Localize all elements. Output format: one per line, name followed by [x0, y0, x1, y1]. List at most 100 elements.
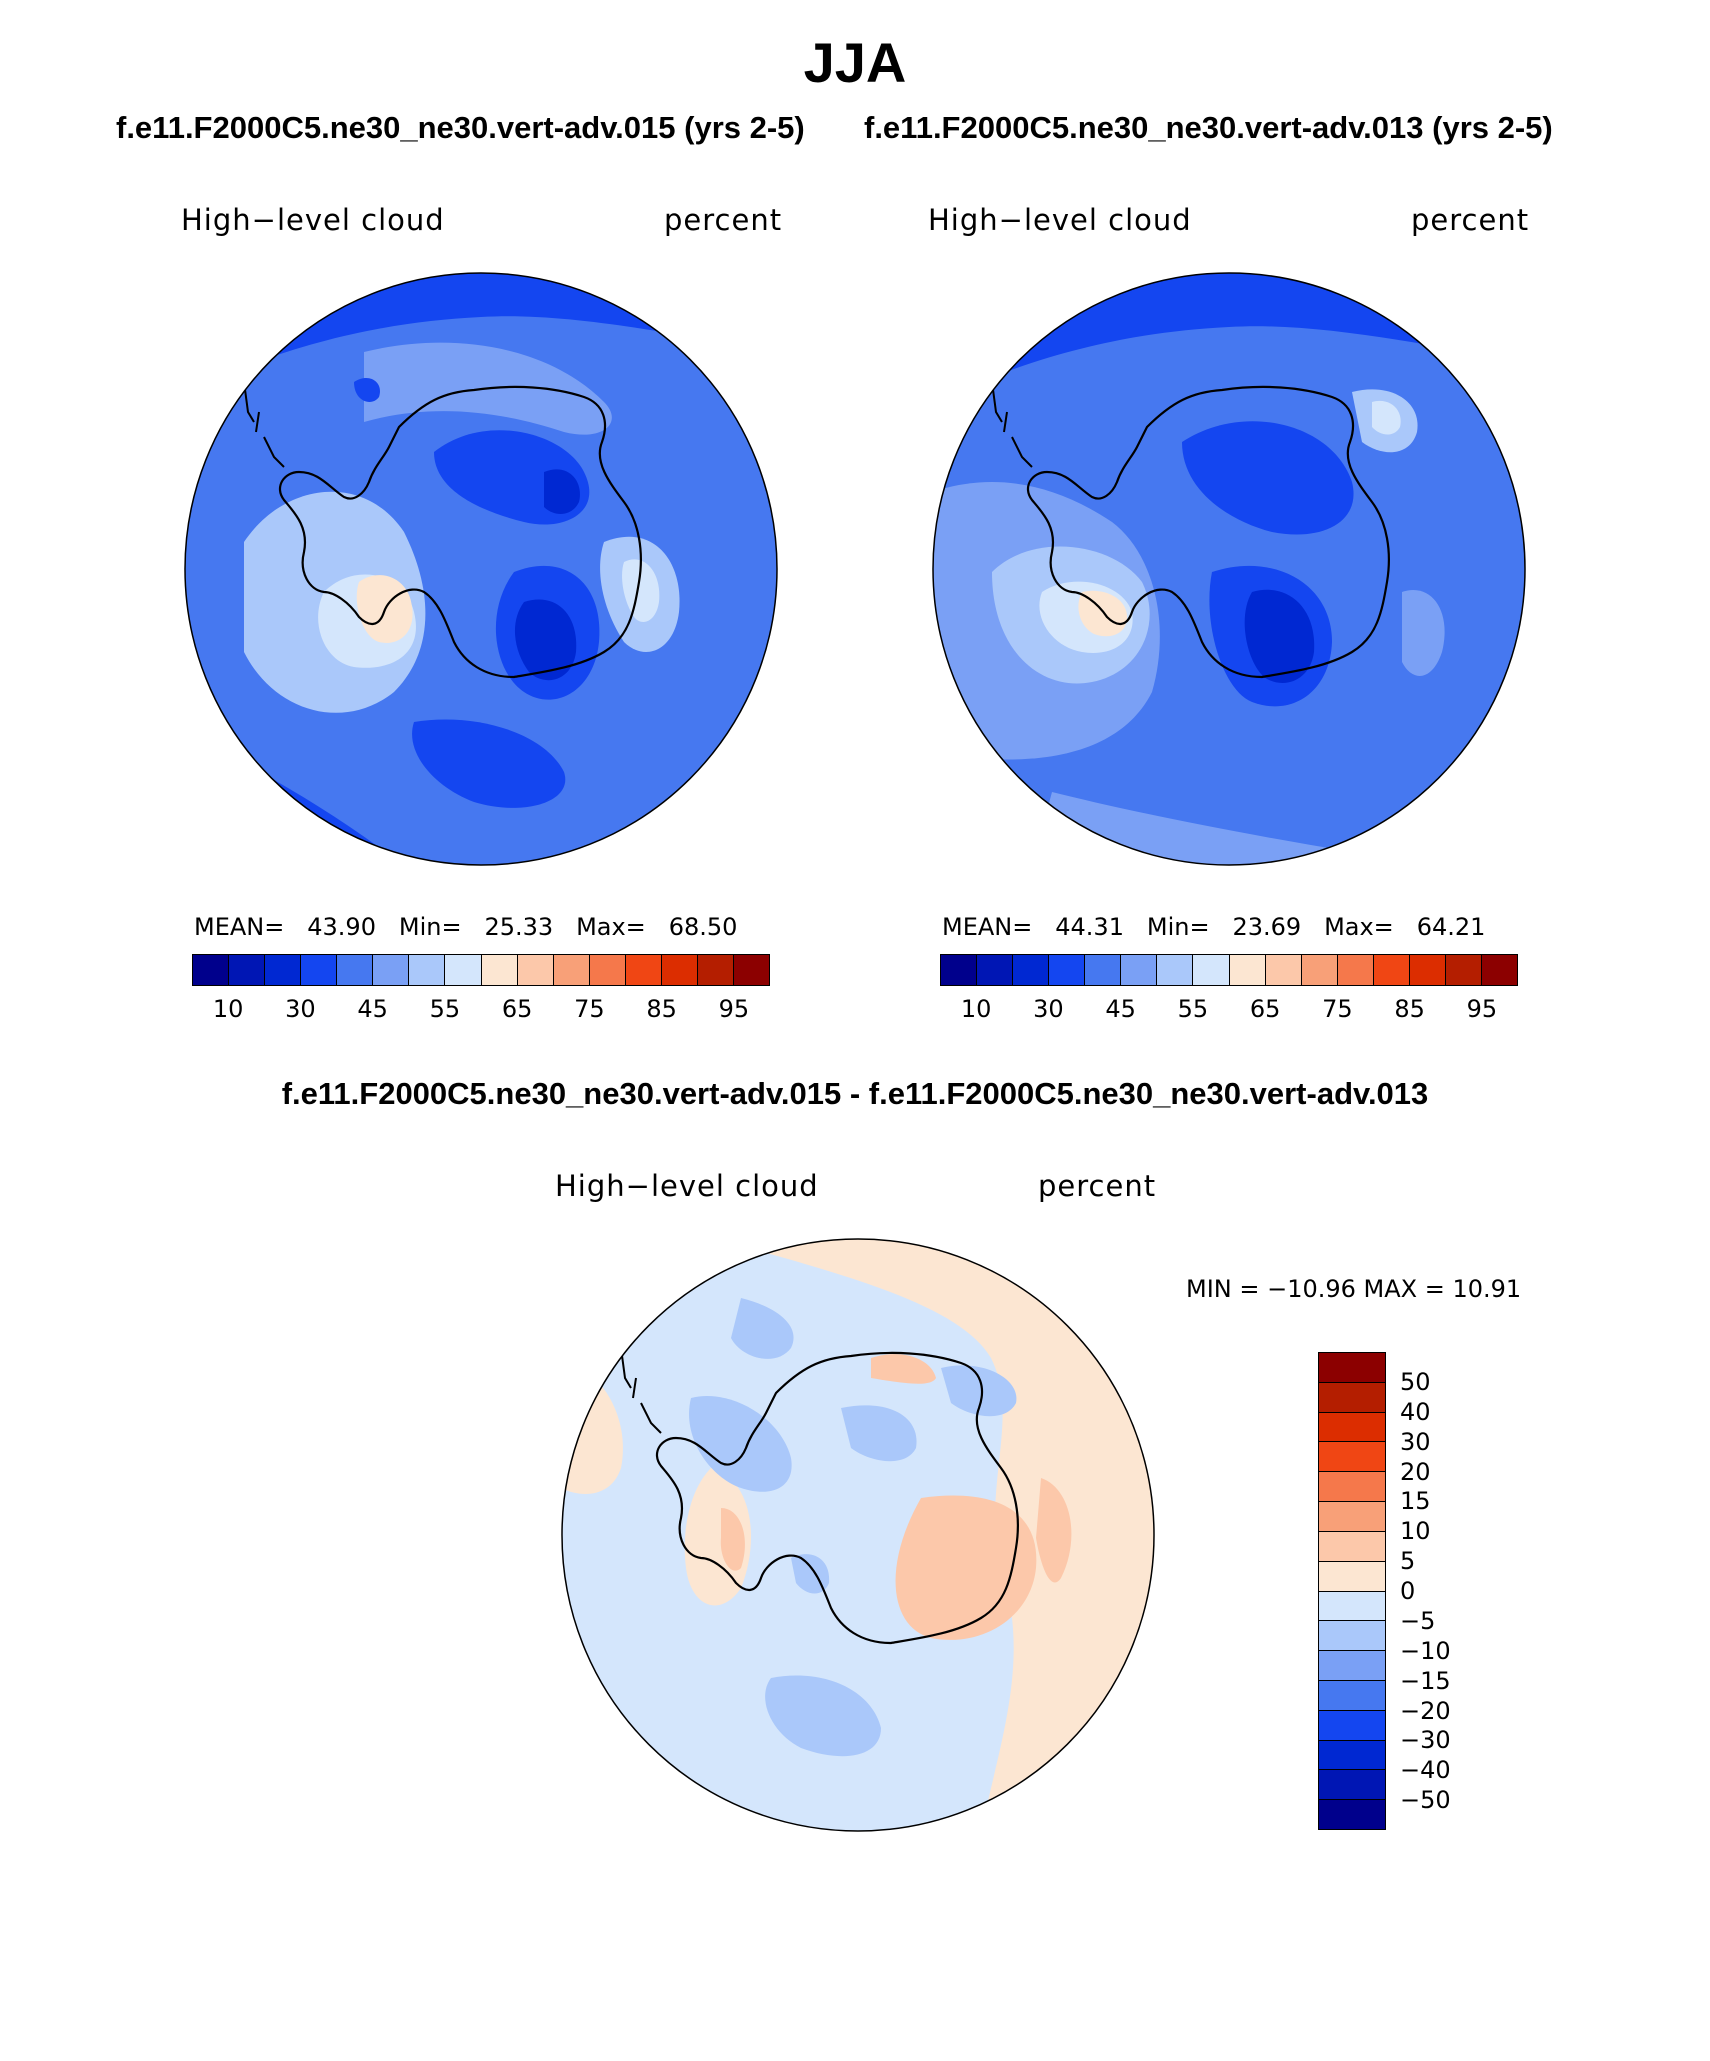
panel1-max-label: Max= — [576, 913, 646, 941]
colorbar-swatch — [1319, 1800, 1385, 1829]
colorbar-swatch — [977, 955, 1014, 985]
colorbar-swatch — [625, 955, 662, 985]
panel1-contours — [185, 273, 777, 865]
colorbar-swatch — [1319, 1442, 1385, 1473]
colorbar-tick-label: 40 — [1400, 1397, 1431, 1426]
colorbar-swatch — [1319, 1382, 1385, 1413]
panel1-units-label: percent — [664, 203, 783, 237]
colorbar-tick-label: −20 — [1400, 1696, 1451, 1725]
diff-variable-label: High−level cloud — [555, 1169, 819, 1203]
colorbar-swatch — [589, 955, 626, 985]
colorbar-swatch — [301, 955, 338, 985]
colorbar-tick-label: 95 — [1466, 995, 1498, 1023]
colorbar-tick-label: 65 — [1249, 995, 1281, 1023]
colorbar-tick-label: 85 — [1394, 995, 1425, 1023]
colorbar-swatch — [1319, 1770, 1385, 1801]
colorbar-tick-label: −10 — [1400, 1636, 1451, 1665]
colorbar-swatch — [661, 955, 698, 985]
panel2-map — [932, 272, 1526, 866]
colorbar-swatch — [1319, 1591, 1385, 1622]
colorbar-swatch — [445, 955, 482, 985]
colorbar-swatch — [373, 955, 410, 985]
colorbar-tick-label: 50 — [1400, 1367, 1431, 1396]
colorbar-swatch — [1409, 955, 1446, 985]
panel2-min-label: Min= — [1146, 913, 1210, 941]
diff-min-max-stats: MIN = −10.96 MAX = 10.91 — [1186, 1275, 1522, 1303]
colorbar-tick-label: 10 — [212, 995, 244, 1023]
panel1-variable-label: High−level cloud — [181, 203, 445, 237]
colorbar-tick-label: 0 — [1400, 1577, 1416, 1605]
colorbar-swatch — [337, 955, 374, 985]
diff-colorbar-labels: 50 40 30 20 15 10 5 0 −5 −10 −15 −20 −30 −40 −50 — [1400, 1352, 1480, 1830]
panel1-colorbar — [192, 954, 770, 986]
colorbar-tick-label: 15 — [1400, 1487, 1431, 1516]
colorbar-swatch — [553, 955, 590, 985]
colorbar-tick-label: 95 — [718, 995, 750, 1023]
colorbar-swatch — [193, 955, 230, 985]
panel1-colorbar-labels: 10 30 45 55 65 75 85 95 — [192, 994, 770, 1024]
panel2-max-value: 64.21 — [1416, 913, 1486, 941]
colorbar-swatch — [697, 955, 734, 985]
colorbar-swatch — [1319, 1412, 1385, 1443]
diff-units-label: percent — [1038, 1169, 1157, 1203]
colorbar-tick-label: 20 — [1400, 1457, 1431, 1486]
panel2-contours — [933, 273, 1525, 865]
panel2-colorbar-labels: 10 30 45 55 65 75 85 95 — [940, 994, 1518, 1024]
colorbar-swatch — [1319, 1502, 1385, 1532]
colorbar-swatch — [1085, 955, 1122, 985]
colorbar-tick-label: 10 — [1400, 1517, 1431, 1546]
colorbar-swatch — [1319, 1561, 1385, 1592]
colorbar-swatch — [1013, 955, 1050, 985]
panel2-variable-label: High−level cloud — [928, 203, 1192, 237]
colorbar-swatch — [1193, 955, 1230, 985]
diff-contours — [562, 1239, 1154, 1831]
colorbar-tick-label: 75 — [574, 995, 605, 1023]
panel1-mean-value: 43.90 — [307, 913, 376, 941]
case1-title: f.e11.F2000C5.ne30_ne30.vert-adv.015 (yr… — [116, 110, 805, 145]
colorbar-swatch — [1229, 955, 1266, 985]
colorbar-swatch — [1049, 955, 1086, 985]
colorbar-tick-label: −50 — [1400, 1786, 1451, 1815]
colorbar-swatch — [409, 955, 446, 985]
colorbar-tick-label: 65 — [501, 995, 533, 1023]
colorbar-swatch — [1319, 1651, 1385, 1681]
diff-title: f.e11.F2000C5.ne30_ne30.vert-adv.015 - f… — [281, 1076, 1429, 1111]
colorbar-swatch — [1301, 955, 1338, 985]
colorbar-tick-label: 30 — [1033, 995, 1064, 1023]
colorbar-tick-label: −15 — [1400, 1666, 1451, 1695]
colorbar-swatch — [1265, 955, 1302, 985]
colorbar-swatch — [481, 955, 518, 985]
colorbar-tick-label: −5 — [1400, 1606, 1436, 1635]
panel1-min-value: 25.33 — [484, 913, 554, 941]
panel2-units-label: percent — [1411, 203, 1530, 237]
panel2-colorbar — [940, 954, 1518, 986]
colorbar-swatch — [1319, 1710, 1385, 1741]
panel1-mean-label: MEAN= — [194, 913, 285, 941]
panel2-min-value: 23.69 — [1232, 913, 1302, 941]
colorbar-tick-label: −40 — [1400, 1756, 1451, 1785]
colorbar-swatch — [1157, 955, 1194, 985]
colorbar-swatch — [1445, 955, 1482, 985]
colorbar-tick-label: 55 — [429, 995, 461, 1023]
colorbar-tick-label: 75 — [1322, 995, 1353, 1023]
panel2-mean-value: 44.31 — [1055, 913, 1124, 941]
colorbar-swatch — [1319, 1531, 1385, 1562]
colorbar-swatch — [1373, 955, 1410, 985]
colorbar-tick-label: 30 — [1400, 1427, 1431, 1456]
panel1-max-value: 68.50 — [668, 913, 738, 941]
colorbar-swatch — [1319, 1472, 1385, 1503]
colorbar-tick-label: 30 — [285, 995, 316, 1023]
panel2-max-label: Max= — [1324, 913, 1394, 941]
colorbar-swatch — [265, 955, 302, 985]
panel1-min-label: Min= — [398, 913, 462, 941]
colorbar-swatch — [1319, 1740, 1385, 1771]
colorbar-swatch — [1337, 955, 1374, 985]
diff-map — [561, 1238, 1155, 1832]
main-title: JJA — [803, 31, 907, 94]
colorbar-tick-label: 5 — [1400, 1547, 1416, 1576]
colorbar-tick-label: 45 — [1105, 995, 1136, 1023]
colorbar-swatch — [1121, 955, 1158, 985]
panel1-map — [184, 272, 778, 866]
colorbar-swatch — [1319, 1680, 1385, 1711]
colorbar-tick-label: 85 — [646, 995, 677, 1023]
